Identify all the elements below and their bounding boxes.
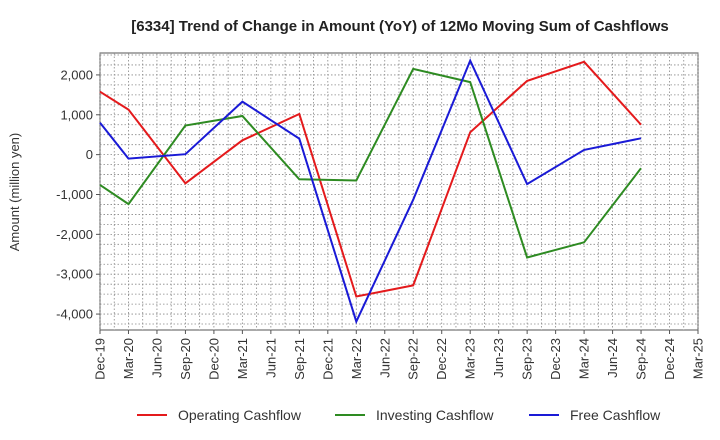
x-tick-label: Dec-19 [93, 338, 108, 380]
x-tick-label: Jun-22 [377, 338, 392, 378]
x-tick-label: Jun-23 [491, 338, 506, 378]
chart-title: [6334] Trend of Change in Amount (YoY) o… [131, 18, 669, 35]
legend-label: Free Cashflow [570, 407, 661, 423]
y-tick-label: -3,000 [56, 267, 93, 282]
x-tick-label: Sep-22 [406, 338, 421, 380]
x-tick-label: Mar-22 [349, 338, 364, 379]
x-tick-label: Mar-20 [121, 338, 136, 379]
legend-label: Investing Cashflow [376, 407, 494, 423]
y-tick-label: -1,000 [56, 187, 93, 202]
y-tick-label: -2,000 [56, 227, 93, 242]
y-tick-label: 1,000 [60, 107, 93, 122]
x-tick-label: Sep-24 [634, 338, 649, 380]
x-tick-label: Sep-23 [520, 338, 535, 380]
x-tick-label: Mar-25 [691, 338, 706, 379]
x-tick-label: Dec-23 [548, 338, 563, 380]
x-tick-label: Dec-20 [206, 338, 221, 380]
x-tick-label: Dec-21 [320, 338, 335, 380]
x-tick-label: Sep-20 [178, 338, 193, 380]
y-tick-label: 2,000 [60, 67, 93, 82]
legend: Operating Cashflow Investing Cashflow Free… [137, 407, 661, 423]
x-tick-label: Jun-20 [149, 338, 164, 378]
x-tick-label: Jun-24 [605, 338, 620, 378]
x-tick-label: Mar-21 [235, 338, 250, 379]
y-axis-label: Amount (million yen) [7, 133, 22, 252]
x-tick-label: Sep-21 [292, 338, 307, 380]
grid [99, 52, 699, 331]
x-tick-label: Dec-24 [662, 338, 677, 380]
x-tick-label: Mar-24 [577, 338, 592, 379]
x-tick-label: Jun-21 [263, 338, 278, 378]
x-tick-label: Mar-23 [463, 338, 478, 379]
y-tick-label: 0 [86, 147, 93, 162]
series-lines [99, 58, 642, 325]
axes: 2,000 1,000 0 -1,000 -2,000 -3,000 -4,000 Dec-1… [56, 67, 705, 380]
y-tick-label: -4,000 [56, 307, 93, 322]
x-tick-label: Dec-22 [434, 338, 449, 380]
legend-label: Operating Cashflow [178, 407, 302, 423]
